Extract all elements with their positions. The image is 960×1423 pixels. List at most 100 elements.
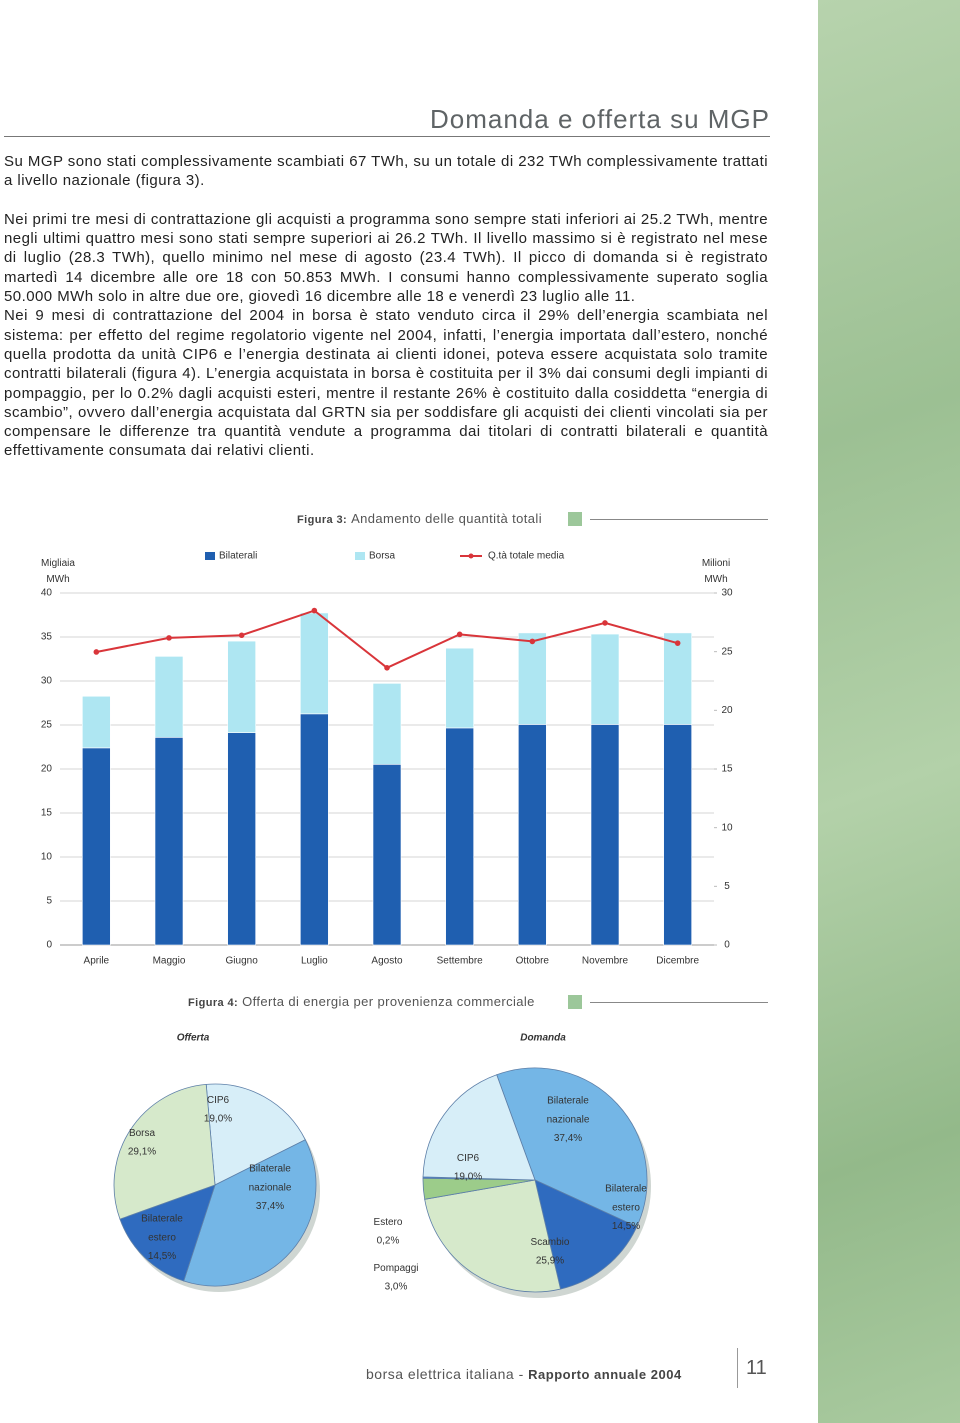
bar-segment [227, 732, 256, 946]
figure-caption: Figura 4: Offerta di energia per provenie… [188, 994, 535, 1009]
pie-title: Domanda [520, 1033, 566, 1044]
text-line: CIP6 [457, 1153, 480, 1164]
text-line: Borsa [129, 1128, 156, 1139]
pie-value-label: 29,1% [128, 1147, 156, 1158]
y-tick-label: 35 [41, 632, 53, 643]
pie-label: CIP6 [457, 1153, 480, 1164]
bar-segment [445, 727, 474, 946]
x-tick-label: Settembre [437, 956, 484, 967]
y2-tick-label: 15 [721, 764, 733, 775]
header-rule [4, 136, 770, 137]
text-line: estero [148, 1232, 176, 1243]
pie-value-label: 37,4% [554, 1133, 582, 1144]
legend-swatch [355, 552, 365, 560]
header-title: Domanda e offerta su MGP [429, 104, 770, 134]
x-tick-label: Novembre [582, 956, 629, 967]
figure-title: Offerta di energia per provenienza comme… [242, 994, 535, 1009]
page-number: 11 [746, 1357, 767, 1379]
bar-segment [518, 632, 547, 725]
text-line: Bilaterale [249, 1163, 291, 1174]
line-marker [529, 638, 536, 645]
pie-label: Pompaggi [373, 1263, 418, 1274]
pie-value-label: 14,5% [148, 1251, 176, 1262]
bar-segment [154, 656, 184, 738]
pie-label: Bilaterale nazionale [547, 1095, 590, 1125]
figure-label: Figura 4: [188, 997, 239, 1009]
line-marker [674, 640, 681, 646]
bar-segment [300, 713, 329, 946]
pie-slice [422, 1074, 536, 1181]
legend-label: Borsa [369, 551, 396, 562]
paragraph: Su MGP sono stati complessivamente scamb… [4, 153, 768, 190]
pie-slice [496, 1067, 648, 1228]
y-tick-label: 5 [46, 896, 52, 907]
line-marker [384, 665, 390, 671]
pie-label: CIP6 [207, 1095, 230, 1106]
figure-caption: Figura 3: Andamento delle quantità totali [297, 511, 542, 526]
text-line: nazionale [547, 1114, 590, 1125]
bar-segment [663, 632, 692, 725]
footer-report: Rapporto annuale 2004 [528, 1367, 682, 1382]
pie-value-label: 14,5% [612, 1221, 640, 1232]
caption-rule [590, 519, 768, 520]
bar-segment [300, 612, 329, 715]
pie-slice [205, 1083, 306, 1186]
line-marker [238, 632, 245, 639]
footer: borsa elettrica italiana - Rapporto annu… [366, 1366, 682, 1382]
legend-marker [468, 553, 474, 559]
legend-label: Bilaterali [219, 551, 257, 562]
line-marker [456, 631, 463, 638]
text-line: estero [612, 1202, 640, 1213]
y2-tick-label: 5 [724, 881, 730, 892]
pie-value-label: 37,4% [256, 1201, 284, 1212]
side-strip [818, 0, 960, 1423]
bar-segment [663, 724, 692, 946]
pie-slice [424, 1179, 561, 1293]
pie-slice [119, 1184, 216, 1282]
bar-segment [227, 640, 256, 733]
caption-rule [590, 1002, 768, 1003]
line-marker [311, 607, 318, 614]
text-line: CIP6 [207, 1095, 230, 1106]
y2-axis-title: Milioni MWh [702, 558, 730, 585]
line-marker [93, 649, 100, 655]
caption-square [568, 512, 582, 526]
pie-value-label: 0,2% [377, 1236, 400, 1247]
text-line: Estero [374, 1217, 403, 1228]
x-tick-label: Giugno [226, 956, 259, 967]
pie-label: Bilaterale nazionale [249, 1163, 292, 1193]
bar-segment [590, 633, 620, 725]
pie-slice [183, 1139, 317, 1287]
figure-label: Figura 3: [297, 514, 348, 526]
paragraph: Nei primi tre mesi di contrattazione gli… [4, 210, 768, 306]
bar-segment [372, 764, 402, 946]
pie-slice [113, 1083, 216, 1220]
text-line: MWh [704, 574, 727, 585]
footer-divider [737, 1348, 738, 1388]
line [96, 609, 678, 669]
text-line: Pompaggi [373, 1263, 418, 1274]
text-line: Bilaterale [605, 1183, 647, 1194]
pie-label: Estero [374, 1217, 403, 1228]
legend-swatch [205, 552, 215, 560]
y2-tick-label: 30 [721, 588, 733, 599]
paragraph: Nei 9 mesi di contrattazione del 2004 in… [4, 307, 768, 460]
legend-label: Q.tà totale media [488, 551, 565, 562]
x-tick-label: Aprile [84, 956, 110, 967]
line-marker [166, 635, 172, 641]
bar-segment [372, 683, 402, 765]
y-tick-label: 0 [46, 940, 52, 951]
y-tick-label: 15 [41, 808, 53, 819]
line-marker [602, 620, 608, 626]
y2-tick-label: 20 [721, 705, 733, 716]
x-tick-label: Ottobre [516, 956, 550, 967]
caption-square [568, 995, 582, 1009]
pie-slice [534, 1179, 638, 1290]
pie-value-label: 19,0% [454, 1172, 482, 1183]
text-line: Milioni [702, 558, 730, 569]
x-tick-label: Agosto [371, 956, 403, 967]
text-line: nazionale [249, 1182, 292, 1193]
text-line: Bilaterale [141, 1213, 183, 1224]
